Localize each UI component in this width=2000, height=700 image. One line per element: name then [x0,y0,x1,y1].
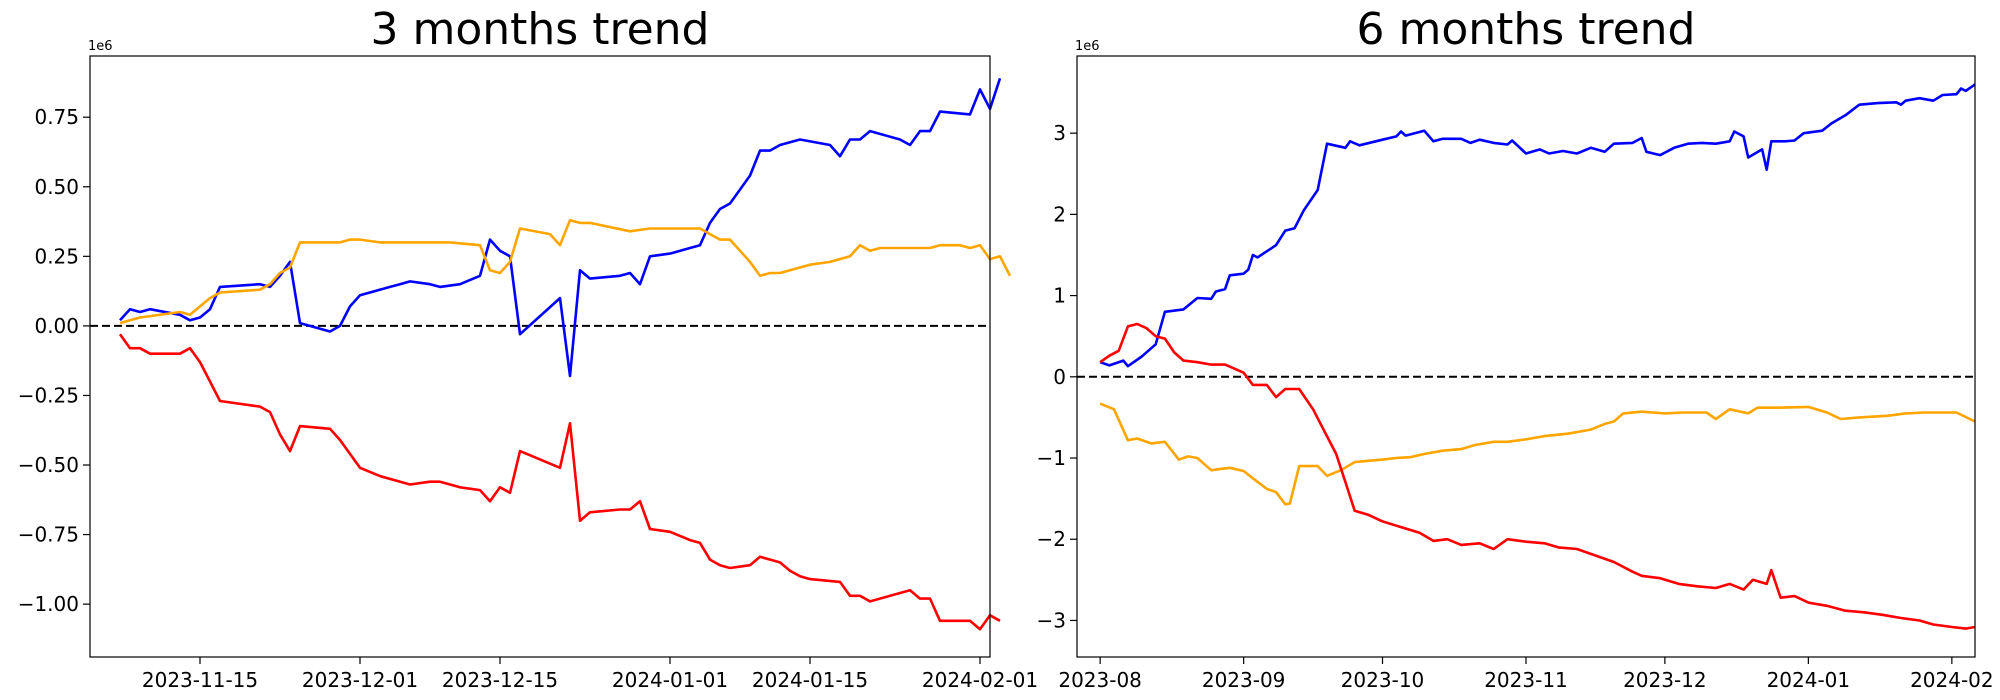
x-tick-label: 2024-02-01 [922,668,1038,692]
chart-title: 3 months trend [371,4,710,55]
y-tick-label: 3 [1053,121,1066,145]
y-tick-label: 0.75 [34,105,79,129]
y-axis-offset-label: 1e6 [1075,39,1100,54]
y-tick-label: −1.00 [18,592,79,616]
y-tick-label: 0.25 [34,244,79,268]
y-tick-label: −0.25 [18,383,79,407]
series-line-1 [1099,402,1976,506]
series-line-0 [119,77,1002,378]
x-tick-label: 2023-12 [1623,668,1707,692]
x-tick-label: 2023-08 [1058,668,1142,692]
series-line-0 [1099,83,1976,368]
axes-frame [89,55,991,658]
y-tick-label: 1 [1053,284,1066,308]
x-tick-label: 2023-12-01 [302,668,418,692]
chart-title: 6 months trend [1357,4,1696,55]
y-tick-label: −0.75 [18,523,79,547]
series-line-2 [118,333,1001,631]
series-line-1 [119,218,1012,325]
x-tick-label: 2024-01-15 [752,668,868,692]
y-axis-offset-label: 1e6 [88,39,113,54]
y-tick-label: 2 [1053,202,1066,226]
x-tick-label: 2023-10 [1341,668,1425,692]
x-tick-label: 2023-11 [1484,668,1568,692]
y-tick-label: −1 [1037,446,1066,470]
y-tick-label: 0 [1053,365,1066,389]
axes-frame [1076,55,1976,658]
x-tick-label: 2024-02 [1910,668,1994,692]
x-tick-label: 2024-01 [1767,668,1851,692]
y-tick-label: −0.50 [18,453,79,477]
chart-panel-3-months: 3 months trend 1e6 0.75 0.50 0.25 0.00 −0.25 −0… [18,4,1038,692]
chart-panel-6-months: 6 months trend 1e6 3 2 1 0 −1 −2 −3 2023-08 2023-0… [1037,4,1994,692]
series-line-2 [1099,322,1976,630]
y-tick-label: 0.50 [34,175,79,199]
x-tick-label: 2023-12-15 [442,668,558,692]
x-tick-label: 2023-09 [1202,668,1286,692]
y-tick-label: 0.00 [34,314,79,338]
x-tick-label: 2023-11-15 [142,668,258,692]
x-tick-label: 2024-01-01 [612,668,728,692]
y-tick-label: −3 [1037,608,1066,632]
y-tick-label: −2 [1037,527,1066,551]
